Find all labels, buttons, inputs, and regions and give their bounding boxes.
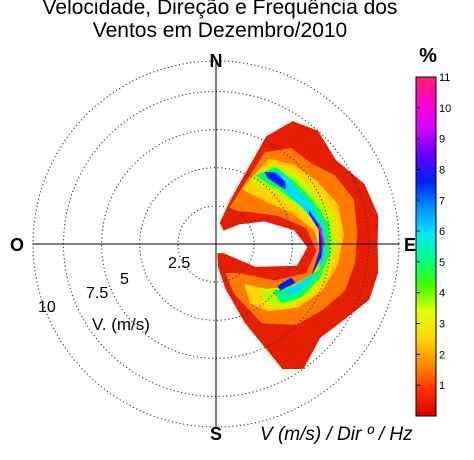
plot-caption: V (m/s) / Dir º / Hz	[260, 424, 413, 445]
direction-south-label: S	[210, 424, 222, 444]
direction-east-label: E	[404, 235, 416, 255]
colorbar: 1 2 3 4 5 6 7 8 9 10 11%	[415, 45, 451, 417]
colorbar-gradient	[415, 76, 437, 417]
radial-tick-label-2: 7.5	[86, 285, 108, 302]
frequency-contour-9	[318, 222, 325, 263]
frequency-contour-layer	[217, 121, 379, 370]
colorbar-tick-label-4: 5	[439, 257, 445, 269]
frequency-contour-8	[277, 277, 296, 291]
direction-north-label: N	[210, 51, 223, 71]
colorbar-tick-label-1: 2	[439, 349, 445, 361]
colorbar-tick-label-8: 9	[439, 134, 445, 146]
polar-axes	[33, 61, 399, 427]
direction-west-label: O	[10, 235, 24, 255]
chart-title-line-1: Velocidade, Direção e Frequência dos	[42, 0, 398, 19]
frequency-contour-4	[255, 167, 331, 304]
frequency-contour-6	[264, 171, 286, 190]
frequency-contour-3	[250, 164, 337, 308]
radial-axis-label: V. (m/s)	[92, 315, 150, 334]
colorbar-tick-label-6: 7	[439, 195, 445, 207]
colorbar-label: %	[419, 45, 437, 67]
radial-tick-label-0: 2.5	[168, 255, 190, 272]
frequency-contour-5	[262, 171, 326, 295]
radial-tick-label-3: 10	[38, 299, 56, 316]
colorbar-tick-label-0: 1	[439, 380, 445, 392]
colorbar-tick-label-9: 10	[439, 103, 451, 115]
colorbar-tick-label-2: 3	[439, 319, 445, 331]
colorbar-tick-label-7: 8	[439, 165, 445, 177]
radial-tick-label-1: 5	[120, 271, 129, 288]
colorbar-tick-label-5: 6	[439, 226, 445, 238]
colorbar-tick-label-3: 4	[439, 288, 445, 300]
colorbar-tick-label-10: 11	[439, 72, 450, 84]
chart-title-line-2: Ventos em Dezembro/2010	[92, 19, 348, 42]
polar-labels: N S O E 2.5 5 7.5 10 V. (m/s) V (m/s) / Dir º / H…	[10, 51, 416, 445]
